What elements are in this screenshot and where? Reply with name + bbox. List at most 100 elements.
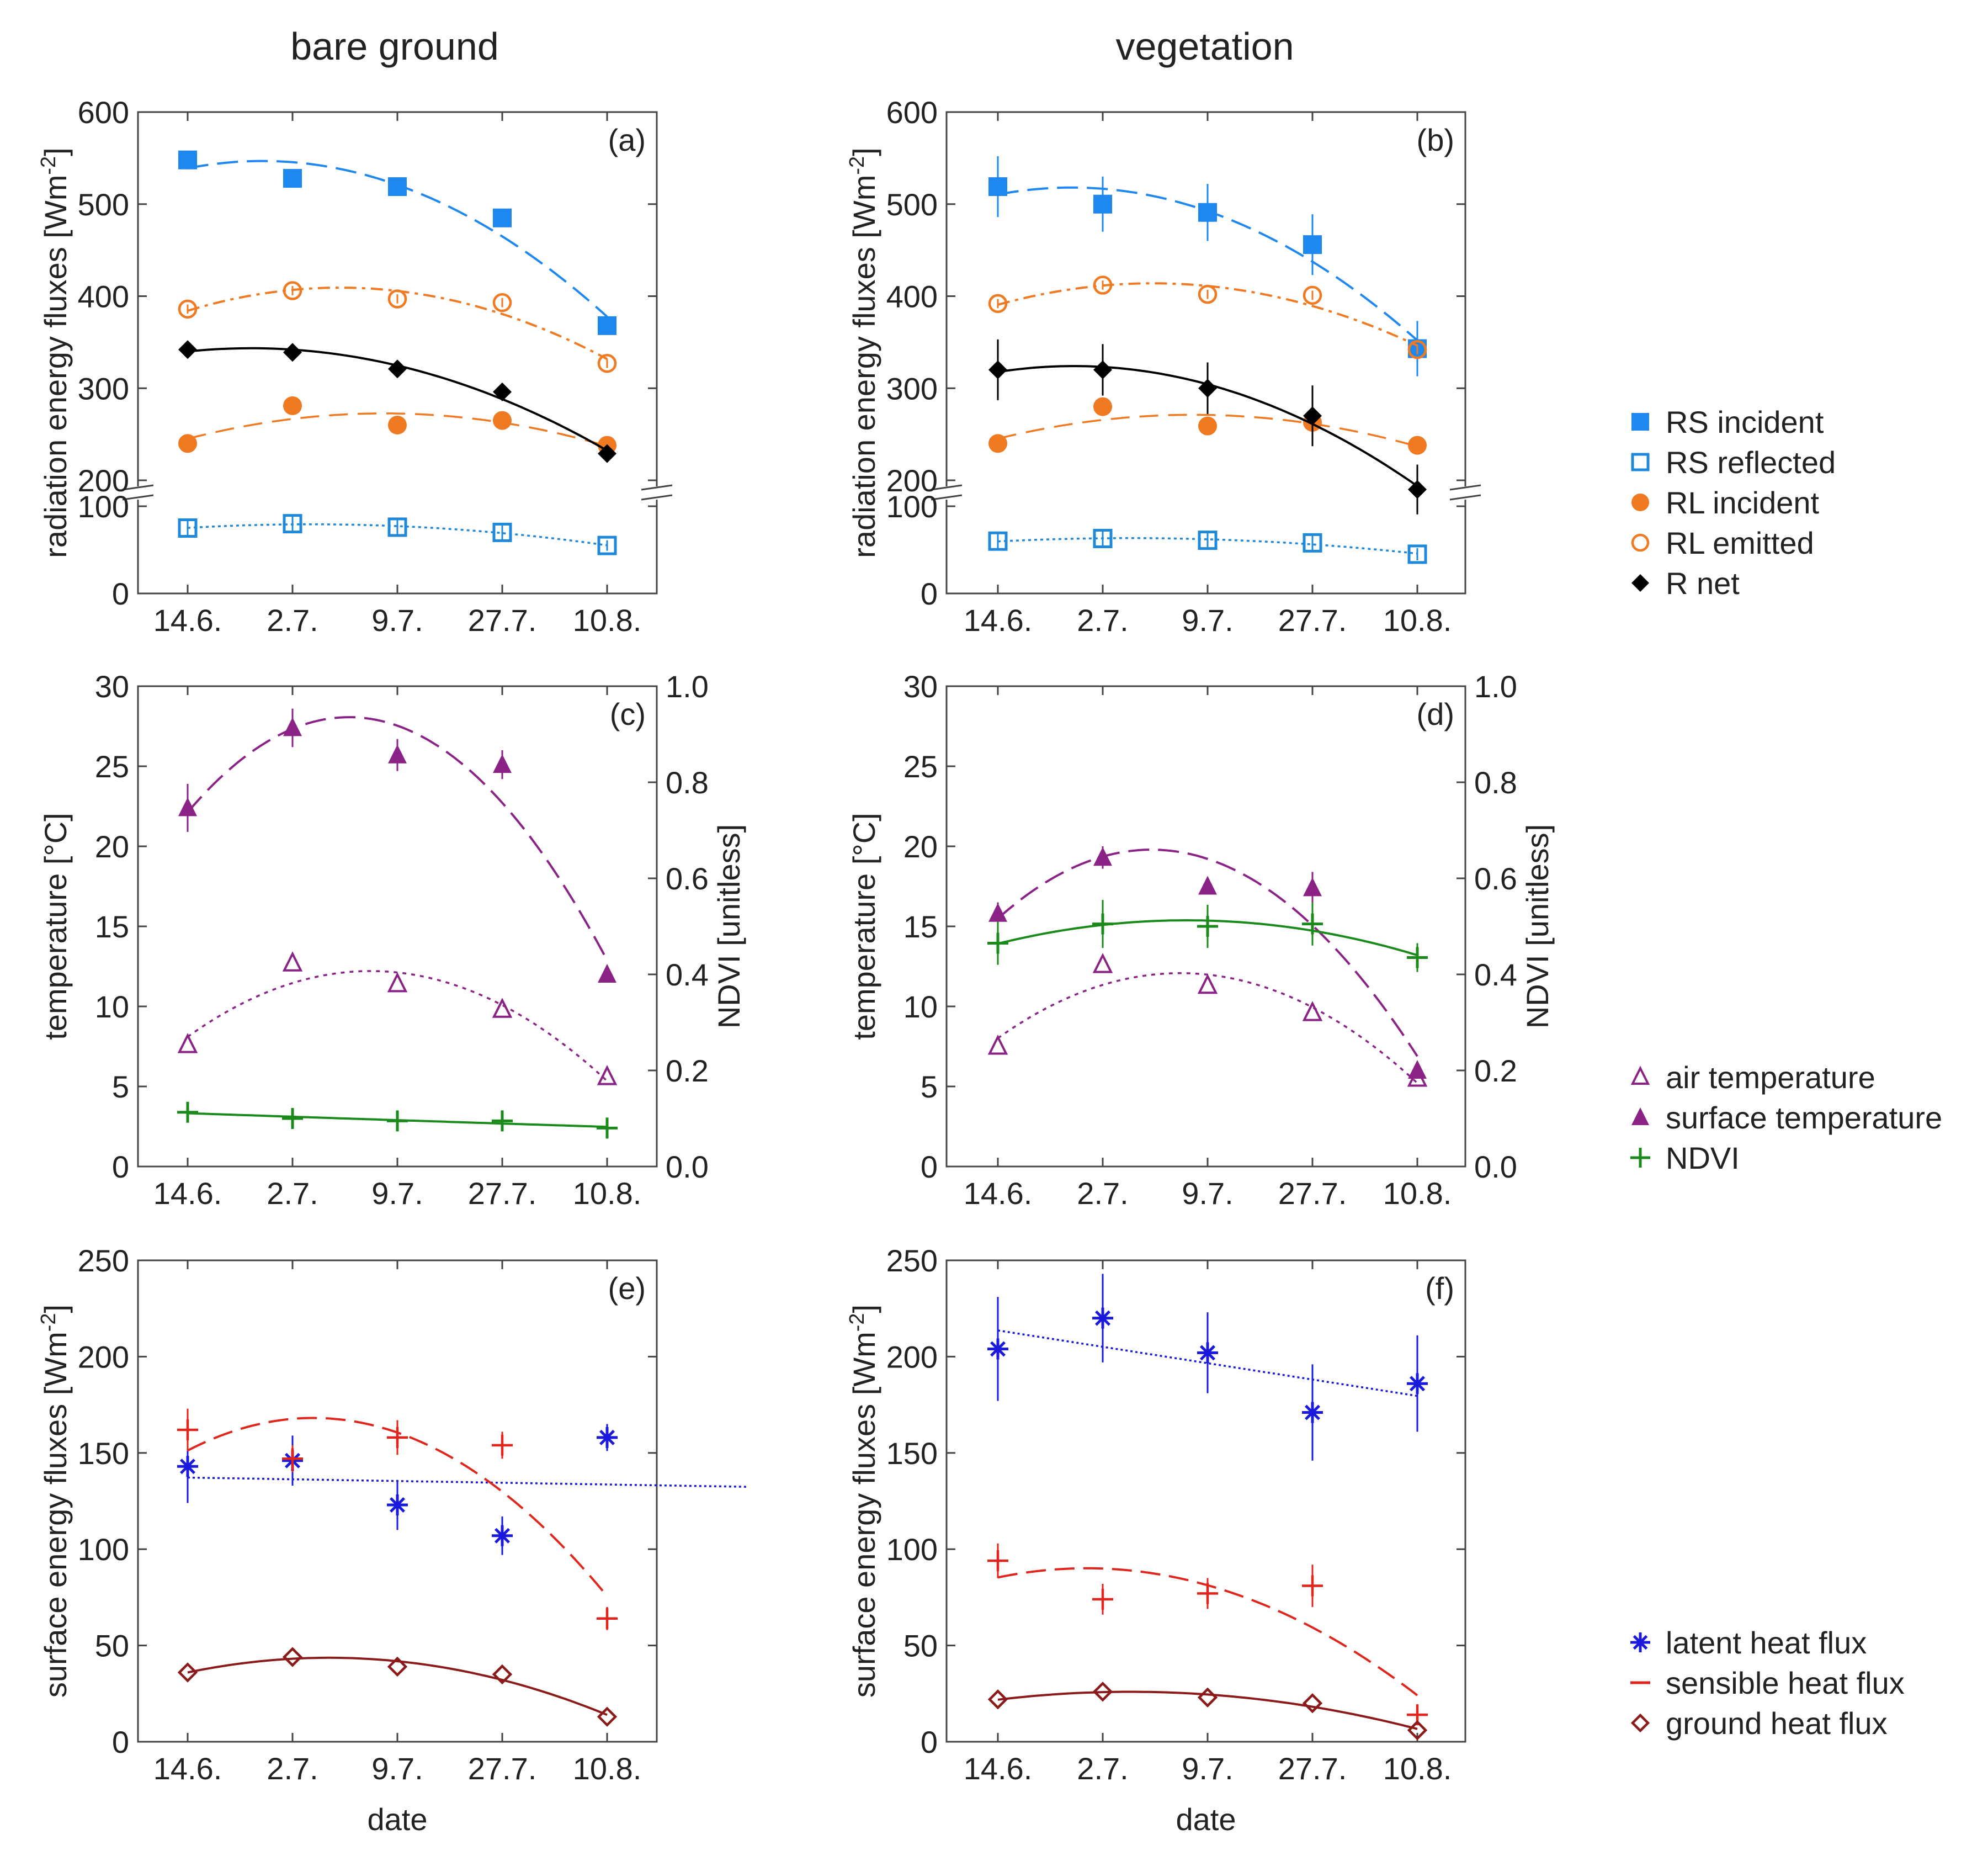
data-point-rl-incident — [988, 434, 1007, 453]
y-tick-label: 25 — [95, 749, 129, 784]
data-point-air-temperature — [1302, 1001, 1323, 1021]
data-point-rs-incident — [1303, 235, 1322, 255]
data-point-rl-emitted — [1407, 340, 1427, 359]
data-point-rs-reflected — [1407, 544, 1427, 564]
trend-line — [997, 1329, 1418, 1397]
data-point-latent-heat-flux — [1407, 1373, 1428, 1395]
y2-axis-label: NDVI [unitless] — [1520, 824, 1555, 1028]
y2-tick-label: 0.6 — [666, 861, 709, 896]
y-tick-label: 5 — [921, 1069, 938, 1104]
series-ground-heat-flux — [177, 1647, 618, 1727]
legend-marker-air-temperature — [1630, 1065, 1650, 1085]
y-tick-label: 50 — [95, 1629, 129, 1663]
x-tick-label-27-7: 27.7. — [468, 1751, 537, 1786]
data-point-latent-heat-flux — [177, 1456, 198, 1477]
y-tick-label: 0 — [112, 1149, 129, 1184]
series-surface-temperature — [178, 708, 616, 983]
y-tick-label: 100 — [78, 489, 129, 524]
data-point-latent-heat-flux — [492, 1525, 513, 1546]
y-tick-label: 250 — [78, 1243, 129, 1278]
data-point-ground-heat-flux — [282, 1647, 303, 1667]
legend-marker-r-net — [1631, 574, 1649, 592]
x-tick-label-9-7: 9.7. — [1182, 1176, 1233, 1211]
data-point-rl-incident — [1408, 436, 1427, 455]
legend-label-r-net: R net — [1666, 566, 1740, 601]
data-point-surface-temperature — [283, 717, 302, 736]
x-tick-label-2-7: 2.7. — [267, 603, 318, 638]
legend-marker-rl-incident — [1631, 494, 1649, 511]
y-tick-label: 100 — [78, 1532, 129, 1567]
legend-label-surface-temperature: surface temperature — [1666, 1100, 1942, 1135]
data-point-rl-emitted — [387, 289, 407, 309]
data-point-ndvi — [597, 1117, 618, 1139]
data-point-rs-incident — [388, 177, 407, 197]
series-sensible-heat-flux — [177, 1408, 618, 1630]
data-point-surface-temperature — [1198, 876, 1217, 895]
y-tick-label: 600 — [78, 95, 129, 130]
data-point-r-net — [598, 444, 616, 463]
plot-frame — [945, 1259, 1466, 1743]
data-point-rs-reflected — [387, 517, 407, 537]
series-ndvi — [177, 1101, 618, 1139]
data-point-rs-reflected — [492, 522, 512, 542]
y-tick-label: 200 — [886, 463, 938, 498]
x-tick-label-14-6: 14.6. — [153, 603, 222, 638]
data-point-rs-reflected — [1093, 528, 1113, 548]
data-point-latent-heat-flux — [1302, 1402, 1323, 1423]
data-point-surface-temperature — [1408, 1060, 1427, 1079]
y-axis-label-end: ] — [38, 1305, 73, 1313]
panel-tag: (a) — [608, 123, 646, 157]
series-rs-reflected — [178, 514, 617, 555]
data-point-ndvi — [1092, 913, 1113, 935]
y2-tick-label: 0.0 — [666, 1149, 709, 1184]
y2-tick-label: 0.2 — [1474, 1053, 1517, 1088]
data-point-surface-temperature — [988, 903, 1007, 922]
data-point-rs-incident — [1198, 203, 1217, 222]
y-tick-label: 0 — [921, 576, 938, 611]
legend-label-rl-emitted: RL emitted — [1666, 526, 1814, 560]
data-point-rl-incident — [283, 396, 302, 415]
legend-label-rl-incident: RL incident — [1666, 485, 1820, 520]
x-tick-label-9-7: 9.7. — [371, 1751, 423, 1786]
data-point-ndvi — [282, 1108, 303, 1129]
y-axis-label: temperature [°C] — [847, 813, 881, 1040]
y-tick-label: 10 — [903, 989, 938, 1024]
x-tick-label-10-8: 10.8. — [573, 603, 642, 638]
data-point-sensible-heat-flux — [177, 1419, 198, 1440]
y-tick-label: 20 — [95, 829, 129, 864]
y-tick-label: 100 — [886, 1532, 938, 1567]
data-point-sensible-heat-flux — [1302, 1575, 1323, 1597]
x-tick-label-9-7: 9.7. — [371, 603, 423, 638]
y-axis-label-main: surface energy fluxes [Wm — [38, 1332, 73, 1698]
y-tick-label: 30 — [903, 669, 938, 704]
y-axis-label: temperature [°C] — [38, 813, 73, 1040]
data-point-r-net — [1198, 379, 1217, 398]
panel-tag: (b) — [1417, 123, 1454, 157]
data-point-ndvi — [387, 1110, 408, 1132]
series-r-net — [988, 339, 1427, 515]
legend-label-latent-heat-flux: latent heat flux — [1666, 1625, 1867, 1660]
data-point-rl-emitted — [492, 293, 512, 312]
data-point-sensible-heat-flux — [1092, 1588, 1113, 1610]
y-tick-label: 20 — [903, 829, 938, 864]
data-point-sensible-heat-flux — [1197, 1583, 1218, 1604]
y2-tick-label: 0.0 — [1474, 1149, 1517, 1184]
y2-tick-label: 0.8 — [666, 765, 709, 800]
data-point-rs-reflected — [283, 514, 302, 534]
data-point-rl-emitted — [1303, 285, 1322, 305]
y-tick-label: 15 — [95, 909, 129, 944]
data-point-ground-heat-flux — [1302, 1693, 1323, 1714]
x-tick-label-14-6: 14.6. — [153, 1176, 222, 1211]
plot-frame — [945, 111, 1466, 595]
data-point-rs-incident — [988, 177, 1007, 197]
data-point-rl-incident — [1093, 397, 1112, 416]
y2-axis-label: NDVI [unitless] — [711, 824, 746, 1028]
trend-line — [997, 282, 1418, 347]
y-tick-label: 0 — [921, 1149, 938, 1184]
data-point-rs-reflected — [1198, 531, 1218, 550]
data-point-latent-heat-flux — [1197, 1342, 1218, 1364]
data-point-rl-incident — [388, 415, 407, 434]
y-axis-label-sup: -2 — [846, 1313, 869, 1332]
